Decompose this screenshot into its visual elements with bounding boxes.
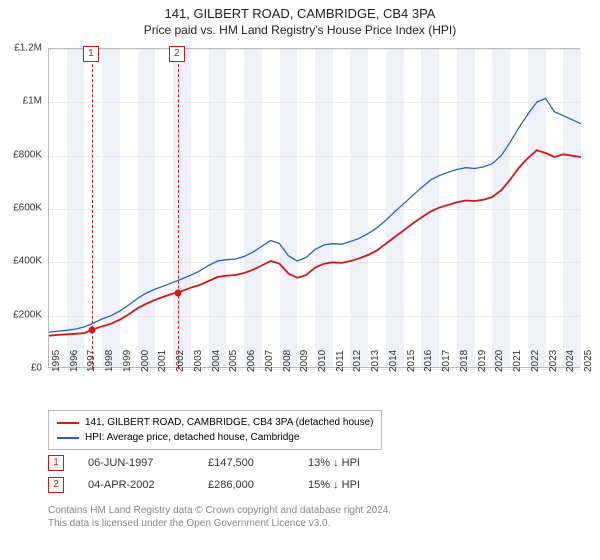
x-axis-label: 1995	[51, 350, 62, 372]
series-hpi	[49, 98, 581, 332]
y-axis-label: £800K	[2, 149, 42, 160]
x-axis-label: 1996	[69, 350, 80, 372]
x-axis-label: 2007	[264, 350, 275, 372]
x-axis-label: 2003	[193, 350, 204, 372]
event-date: 06-JUN-1997	[88, 457, 208, 469]
event-price: £286,000	[208, 479, 308, 491]
x-axis-label: 2025	[583, 350, 594, 372]
x-axis-label: 1997	[86, 350, 97, 372]
y-axis-label: £600K	[2, 203, 42, 214]
plot-area	[48, 48, 580, 368]
y-axis-label: £200K	[2, 309, 42, 320]
x-axis-label: 2017	[441, 350, 452, 372]
y-axis-label: £400K	[2, 256, 42, 267]
x-axis-label: 2002	[175, 350, 186, 372]
x-axis-label: 2000	[140, 350, 151, 372]
events-table: 1 06-JUN-1997£147,50013% ↓ HPI 2 04-APR-200…	[48, 452, 408, 496]
event-date: 04-APR-2002	[88, 479, 208, 491]
event-price: £147,500	[208, 457, 308, 469]
x-axis-label: 2001	[157, 350, 168, 372]
x-axis-label: 2006	[246, 350, 257, 372]
x-axis-label: 2020	[494, 350, 505, 372]
event-marker-box: 1	[83, 46, 99, 62]
x-axis-label: 2018	[459, 350, 470, 372]
x-axis-label: 1999	[122, 350, 133, 372]
event-marker-box: 2	[169, 46, 185, 62]
x-axis-label: 2012	[352, 350, 363, 372]
event-number-box: 2	[48, 477, 64, 493]
legend-label: HPI: Average price, detached house, Camb…	[85, 430, 299, 445]
legend-swatch	[57, 422, 79, 424]
x-axis-label: 2008	[282, 350, 293, 372]
x-axis-label: 2016	[423, 350, 434, 372]
legend-label: 141, GILBERT ROAD, CAMBRIDGE, CB4 3PA (d…	[85, 415, 373, 430]
legend-row: 141, GILBERT ROAD, CAMBRIDGE, CB4 3PA (d…	[57, 415, 373, 430]
footer-line-1: Contains HM Land Registry data © Crown c…	[48, 504, 391, 517]
y-axis-label: £0	[2, 363, 42, 374]
footer-attribution: Contains HM Land Registry data © Crown c…	[48, 504, 391, 530]
chart-title-sub: Price paid vs. HM Land Registry's House …	[0, 23, 600, 37]
x-axis-label: 2004	[211, 350, 222, 372]
x-axis-label: 2024	[565, 350, 576, 372]
chart-title-address: 141, GILBERT ROAD, CAMBRIDGE, CB4 3PA	[0, 6, 600, 21]
x-axis-label: 2021	[512, 350, 523, 372]
legend-swatch	[57, 437, 79, 439]
price-marker	[88, 326, 95, 333]
series-property	[49, 150, 581, 335]
event-number-box: 1	[48, 455, 64, 471]
x-axis-label: 2005	[228, 350, 239, 372]
legend: 141, GILBERT ROAD, CAMBRIDGE, CB4 3PA (d…	[48, 410, 382, 450]
y-axis-label: £1M	[2, 96, 42, 107]
x-axis-label: 2010	[317, 350, 328, 372]
x-axis-label: 2013	[370, 350, 381, 372]
chart-lines	[49, 49, 581, 369]
event-row: 1 06-JUN-1997£147,50013% ↓ HPI	[48, 452, 408, 474]
x-axis-label: 2009	[299, 350, 310, 372]
legend-row: HPI: Average price, detached house, Camb…	[57, 430, 373, 445]
x-axis-label: 2015	[406, 350, 417, 372]
y-axis-label: £1.2M	[2, 43, 42, 54]
footer-line-2: This data is licensed under the Open Gov…	[48, 517, 391, 530]
price-marker	[174, 289, 181, 296]
x-axis-label: 2011	[335, 350, 346, 372]
x-axis-label: 2014	[388, 350, 399, 372]
price-chart: £0£200K£400K£600K£800K£1M£1.2M1995199619…	[48, 48, 580, 368]
event-hpi-delta: 13% ↓ HPI	[308, 457, 408, 469]
x-axis-label: 2023	[548, 350, 559, 372]
x-axis-label: 2019	[477, 350, 488, 372]
event-row: 2 04-APR-2002£286,00015% ↓ HPI	[48, 474, 408, 496]
x-axis-label: 2022	[530, 350, 541, 372]
x-axis-label: 1998	[104, 350, 115, 372]
event-hpi-delta: 15% ↓ HPI	[308, 479, 408, 491]
